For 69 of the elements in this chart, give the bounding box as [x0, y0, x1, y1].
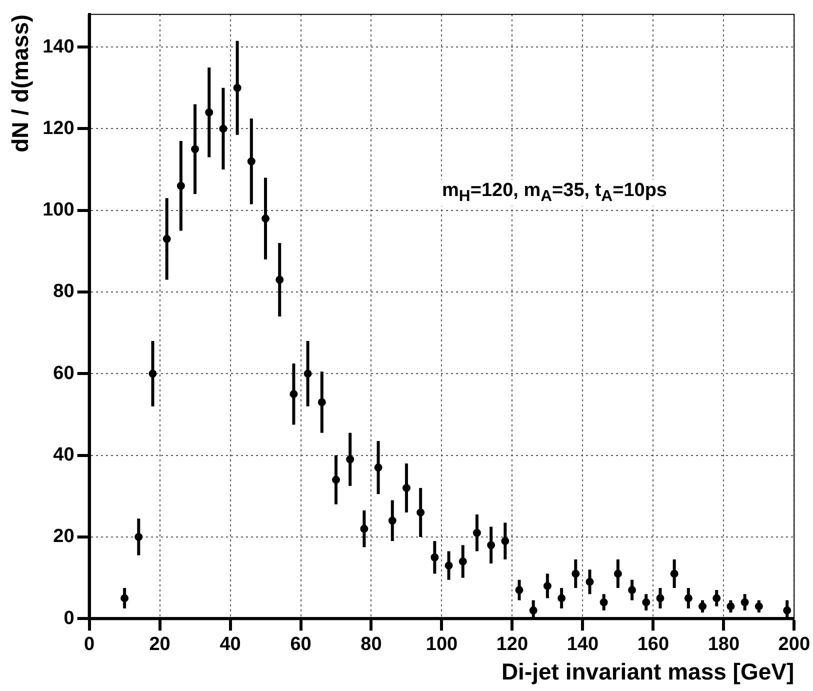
point — [543, 582, 552, 590]
x-tick-label: 0 — [84, 634, 95, 656]
x-tick-label: 40 — [220, 634, 241, 656]
point — [670, 570, 678, 578]
point — [402, 484, 410, 492]
point — [684, 594, 692, 602]
y-tick-label: 100 — [42, 200, 74, 221]
point — [783, 606, 792, 614]
point — [290, 390, 298, 398]
y-tick-label: 80 — [53, 281, 74, 302]
point — [600, 598, 608, 606]
point — [162, 234, 171, 243]
point — [148, 370, 157, 378]
point — [430, 553, 439, 562]
x-tick-label: 20 — [149, 634, 170, 656]
x-tick-label: 200 — [778, 634, 810, 656]
point — [740, 598, 749, 606]
y-tick-label: 60 — [53, 362, 74, 384]
x-tick-label: 140 — [566, 634, 599, 656]
x-tick-label: 60 — [290, 634, 312, 656]
point — [205, 108, 214, 116]
y-tick-label: 140 — [42, 36, 74, 58]
point — [374, 464, 382, 472]
x-tick-label: 100 — [426, 634, 458, 656]
point — [472, 528, 481, 537]
point — [388, 516, 396, 525]
x-axis-title: Di-jet invariant mass [GeV] — [501, 658, 794, 685]
point — [219, 124, 228, 133]
point — [458, 557, 467, 566]
point — [754, 602, 763, 610]
point — [444, 562, 453, 570]
point — [529, 606, 538, 614]
point — [134, 532, 143, 541]
point — [642, 598, 650, 606]
point — [247, 157, 256, 166]
point — [318, 398, 326, 406]
point — [416, 508, 425, 516]
point — [515, 586, 524, 594]
y-tick-label: 120 — [42, 118, 74, 139]
point — [558, 594, 566, 602]
x-tick-label: 80 — [360, 634, 382, 656]
y-tick-label: 40 — [53, 444, 74, 466]
point — [614, 570, 622, 578]
point — [501, 537, 510, 546]
point — [656, 594, 664, 602]
point — [233, 84, 242, 92]
point — [628, 586, 636, 594]
point — [487, 541, 496, 550]
point — [726, 602, 735, 610]
annotation: m$_{H}$=120, m$_{A}$=35, t$_{A}$=10ps — [440, 180, 669, 206]
point — [360, 524, 368, 533]
point — [586, 578, 594, 586]
y-axis-title: dN / d(mass) — [7, 14, 34, 152]
point — [120, 594, 129, 602]
point — [698, 602, 707, 610]
x-tick-label: 180 — [708, 634, 740, 656]
point — [332, 476, 340, 484]
point — [712, 594, 721, 602]
y-tick-label: 0 — [64, 608, 74, 629]
x-tick-label: 120 — [496, 634, 528, 656]
point — [262, 214, 270, 223]
point — [572, 570, 580, 578]
point — [276, 276, 284, 284]
point — [304, 370, 312, 378]
point — [346, 455, 354, 464]
y-tick-label: 20 — [53, 526, 74, 548]
point — [176, 182, 185, 190]
x-tick-label: 160 — [637, 634, 670, 656]
point — [191, 145, 200, 154]
